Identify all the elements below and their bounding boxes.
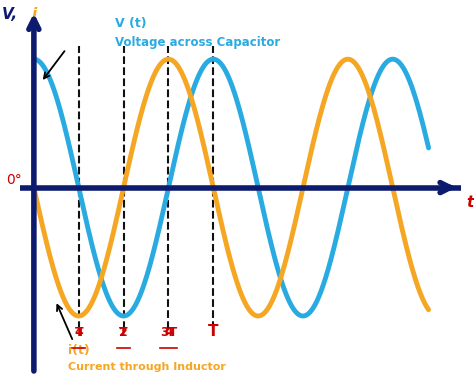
Text: Current through Inductor: Current through Inductor (68, 362, 226, 372)
Text: i(t): i(t) (68, 344, 90, 357)
Text: i: i (32, 7, 37, 22)
Text: 4: 4 (164, 311, 173, 339)
Text: 4: 4 (74, 311, 83, 339)
Text: 2: 2 (119, 311, 128, 339)
Text: T: T (208, 324, 219, 339)
Text: V (t): V (t) (115, 17, 146, 30)
Text: T: T (74, 326, 83, 339)
Text: V,: V, (2, 7, 22, 22)
Text: Voltage across Capacitor: Voltage across Capacitor (115, 36, 280, 49)
Text: t: t (466, 196, 474, 210)
Text: 3T: 3T (160, 326, 177, 339)
Text: T: T (119, 326, 128, 339)
Text: 0°: 0° (7, 173, 22, 187)
